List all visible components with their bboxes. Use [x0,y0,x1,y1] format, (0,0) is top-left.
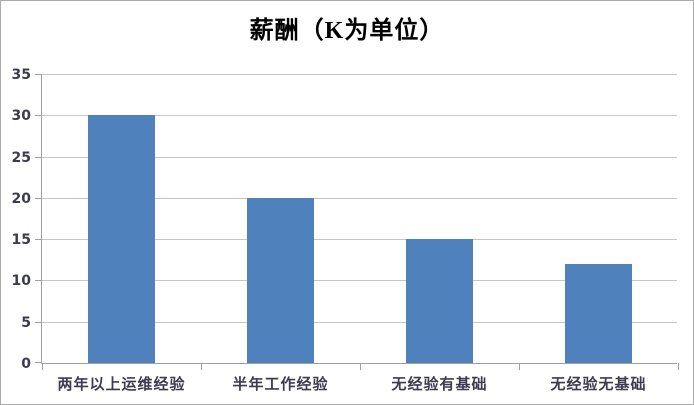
x-axis-tick [42,363,43,370]
y-axis-tick [35,239,42,241]
bar [247,198,314,363]
y-axis-tick [35,156,42,158]
x-category-label: 无经验无基础 [550,375,647,393]
bar [88,115,155,363]
gridline [42,197,677,199]
bar [565,264,632,363]
y-axis-tick-label: 0 [21,356,31,372]
y-axis-tick-label: 30 [11,108,31,125]
y-axis-tick [35,321,42,323]
bar [406,239,473,363]
y-axis-tick-label: 25 [11,149,31,166]
y-axis-tick [35,197,42,199]
gridline [42,156,677,158]
y-axis-tick-label: 5 [21,314,31,331]
y-axis-tick-label: 10 [11,273,31,290]
y-axis-tick [35,74,42,75]
gridline [42,74,677,75]
plot-area: 0 5 10 15 20 25 30 35 两年以上运维经验 半年工作经验 无经验有基础 无经验无基… [12,68,679,393]
x-axis-tick [678,363,679,370]
x-category-label: 两年以上运维经验 [57,375,186,393]
y-axis-tick [35,362,42,363]
x-axis-tick [519,363,520,370]
gridline [42,280,677,282]
y-axis-tick-label: 20 [11,190,31,207]
y-axis-tick [35,280,42,282]
gridline [42,321,677,323]
x-category-label: 无经验有基础 [391,375,488,393]
gridline [42,115,677,117]
chart-title: 薪酬（K为单位） [249,18,445,44]
x-axis-tick [360,363,361,370]
x-axis-tick [201,363,202,370]
y-axis-tick-label: 35 [11,67,31,83]
gridline [42,239,677,241]
y-axis-tick-label: 15 [11,232,31,249]
y-axis-tick [35,115,42,117]
x-category-label: 半年工作经验 [232,375,329,393]
